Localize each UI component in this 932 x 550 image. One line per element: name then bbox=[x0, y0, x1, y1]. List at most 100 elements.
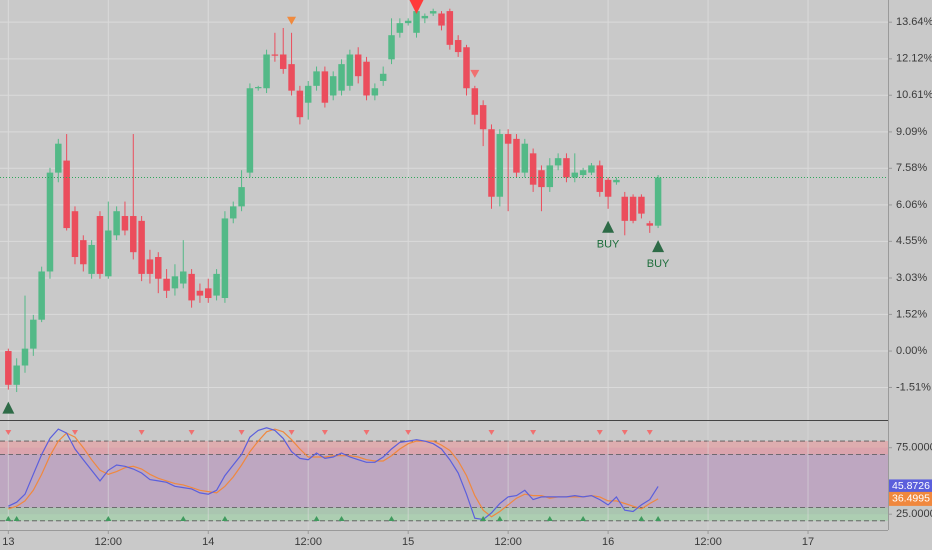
candle-body bbox=[521, 143, 529, 173]
overbought-mark bbox=[488, 430, 495, 435]
overbought-mark bbox=[530, 430, 537, 435]
candle-body bbox=[229, 206, 237, 219]
overbought-mark bbox=[646, 430, 653, 435]
sell-signal bbox=[470, 69, 480, 78]
y-tick-label: -1.51% bbox=[896, 381, 931, 393]
oversold-mark bbox=[655, 516, 662, 521]
candle-body bbox=[88, 244, 95, 274]
x-tick-label: 16 bbox=[602, 536, 614, 548]
candle-body bbox=[404, 20, 412, 24]
candle-body bbox=[205, 288, 212, 299]
oversold-mark bbox=[338, 516, 345, 521]
candle-body bbox=[13, 365, 20, 385]
oscillator-pane bbox=[0, 421, 888, 530]
band bbox=[0, 441, 888, 455]
overbought-mark bbox=[596, 430, 603, 435]
y-tick-label: 6.06% bbox=[896, 199, 927, 211]
candle-body bbox=[421, 15, 429, 19]
candle-body bbox=[413, 11, 420, 33]
signal-label: BUY bbox=[597, 239, 620, 251]
candle-body bbox=[338, 64, 345, 91]
candle-body bbox=[429, 11, 437, 14]
candle-body bbox=[588, 165, 595, 173]
candle-body bbox=[371, 88, 379, 96]
price-pane: BUY BUY bbox=[0, 0, 888, 420]
candle-body bbox=[271, 54, 279, 56]
oversold-mark bbox=[388, 516, 395, 521]
candle-body bbox=[238, 187, 245, 207]
candle-body bbox=[221, 218, 229, 299]
candle-body bbox=[613, 179, 620, 183]
x-tick-label: 12:00 bbox=[694, 536, 722, 548]
sell-signal bbox=[409, 0, 424, 14]
candle-body bbox=[5, 351, 12, 385]
x-tick-label: 12:00 bbox=[95, 536, 123, 548]
y-tick-label: 0.00% bbox=[896, 345, 927, 357]
band bbox=[0, 507, 888, 521]
buy-signal bbox=[602, 220, 615, 233]
buy-signal bbox=[2, 401, 15, 414]
candle-body bbox=[296, 90, 304, 118]
candle-body bbox=[471, 88, 479, 115]
candle-body bbox=[554, 158, 562, 166]
candle-body bbox=[621, 196, 629, 221]
candle-body bbox=[138, 220, 145, 274]
overbought-mark bbox=[138, 430, 145, 435]
x-tick-label: 12:00 bbox=[494, 536, 522, 548]
oversold-mark bbox=[546, 516, 553, 521]
y-tick-label: 25.0000 bbox=[896, 508, 932, 520]
y-tick-label: 3.03% bbox=[896, 272, 927, 284]
overbought-mark bbox=[188, 430, 195, 435]
buy-signal bbox=[652, 240, 665, 253]
oversold-mark bbox=[5, 516, 12, 521]
y-tick-label: 4.55% bbox=[896, 235, 927, 247]
candle-body bbox=[30, 319, 37, 349]
candle-body bbox=[288, 64, 295, 91]
candle-body bbox=[529, 153, 537, 185]
candle-body bbox=[80, 240, 87, 265]
candle-body bbox=[304, 85, 312, 103]
candle-body bbox=[571, 172, 579, 178]
candle-body bbox=[446, 11, 454, 45]
candle-body bbox=[55, 143, 62, 173]
candle-body bbox=[388, 35, 395, 60]
candle-body bbox=[363, 61, 370, 96]
sell-signal bbox=[287, 16, 297, 25]
candle-body bbox=[263, 54, 270, 89]
x-tick-label: 13 bbox=[2, 536, 14, 548]
y-tick-label: 9.09% bbox=[896, 126, 927, 138]
overbought-mark bbox=[363, 430, 370, 435]
last-value-box bbox=[889, 479, 932, 494]
candle-body bbox=[654, 177, 662, 226]
candle-body bbox=[504, 134, 512, 144]
candle-body bbox=[113, 211, 120, 236]
x-tick-label: 12:00 bbox=[294, 536, 322, 548]
candle-body bbox=[155, 257, 162, 279]
overbought-mark bbox=[405, 430, 412, 435]
overbought-mark bbox=[321, 430, 328, 435]
candle-body bbox=[180, 271, 187, 284]
candle-body bbox=[638, 196, 645, 214]
signal-label: BUY bbox=[647, 258, 670, 270]
oscillator-line bbox=[8, 427, 659, 521]
candle-body bbox=[604, 179, 612, 197]
y-tick-label: 10.61% bbox=[896, 89, 932, 101]
candle-body bbox=[513, 138, 520, 173]
candle-body bbox=[96, 216, 104, 274]
oversold-mark bbox=[480, 516, 487, 521]
candle-body bbox=[563, 158, 570, 178]
y-tick-label: 1.52% bbox=[896, 308, 927, 320]
candle-body bbox=[121, 216, 129, 231]
candle-body bbox=[479, 105, 487, 130]
candle-body bbox=[105, 230, 112, 277]
candle-body bbox=[188, 273, 195, 301]
overbought-mark bbox=[71, 430, 78, 435]
candle-body bbox=[196, 290, 204, 296]
candle-body bbox=[254, 87, 262, 89]
overbought-mark bbox=[5, 430, 12, 435]
oversold-mark bbox=[221, 516, 228, 521]
candle-body bbox=[596, 165, 604, 192]
candle-body bbox=[538, 170, 545, 188]
